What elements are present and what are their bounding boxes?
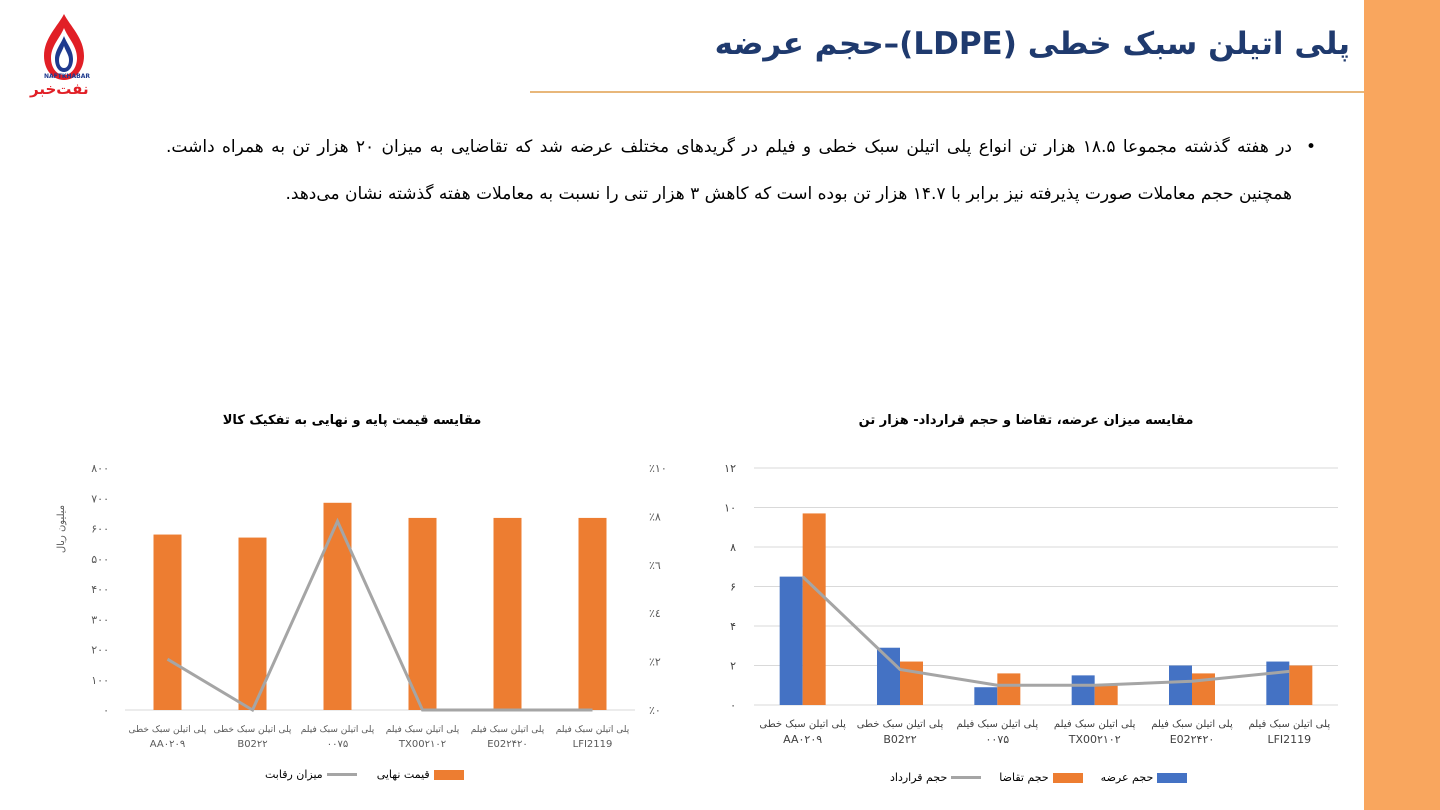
price-chart-legend: قیمت نهایی میزان رقابت bbox=[265, 768, 468, 781]
naftkhabar-logo bbox=[28, 12, 100, 102]
supply-bar bbox=[779, 576, 803, 705]
logo-text-en: NAFTKHABAR bbox=[44, 73, 91, 80]
contract-volume-line bbox=[801, 575, 1290, 687]
body-paragraph: در هفته گذشته مجموعا ۱۸.۵ هزار تن انواع … bbox=[166, 137, 1292, 204]
legend-competition-label: میزان رقابت bbox=[265, 768, 323, 781]
y-tick-label: ۸۰۰ bbox=[91, 462, 109, 475]
y-tick-label: ۳۰۰ bbox=[91, 613, 109, 626]
supply-bar bbox=[1266, 661, 1290, 705]
legend-demand-swatch bbox=[1052, 772, 1083, 783]
y2-tick-label: ٪۲ bbox=[649, 656, 661, 669]
x-tick-label-line2: E02۲۴۲۰ bbox=[487, 739, 528, 750]
volume-chart-legend: حجم عرضه حجم تقاضا حجم قرارداد bbox=[890, 771, 1191, 784]
legend-line-swatch bbox=[326, 773, 357, 776]
supply-bar bbox=[1071, 675, 1095, 705]
x-tick-label-line1: پلی اتیلن سبک خطی bbox=[759, 719, 846, 730]
y-tick-label: ۶۰۰ bbox=[91, 523, 109, 536]
y-tick-label: ۱۰ bbox=[724, 502, 736, 515]
demand-bar bbox=[1289, 665, 1313, 705]
supply-bar bbox=[974, 687, 998, 705]
legend-bar-swatch bbox=[433, 769, 464, 780]
x-tick-label-line2: ۰۰۷۵ bbox=[327, 739, 348, 750]
y-tick-label: ۵۰۰ bbox=[91, 553, 109, 566]
flame-logo-icon bbox=[44, 14, 84, 80]
x-tick-label-line2: TX00۲۱۰۲ bbox=[398, 739, 446, 750]
y-tick-label: ۴۰۰ bbox=[91, 583, 109, 596]
slide-title: پلی اتیلن سبک خطی (LDPE)–حجم عرضه bbox=[714, 26, 1350, 62]
demand-bar bbox=[997, 673, 1021, 705]
price-chart-title: مقایسه قیمت پایه و نهایی به تفکیک کالا bbox=[222, 413, 482, 428]
legend-final-price-label: قیمت نهایی bbox=[376, 768, 430, 781]
title-underline bbox=[530, 91, 1364, 93]
x-tick-label-line1: پلی اتیلن سبک فیلم bbox=[1249, 719, 1331, 730]
x-tick-label-line1: پلی اتیلن سبک فیلم bbox=[301, 725, 375, 735]
y2-tick-label: ٪٤ bbox=[649, 607, 661, 620]
x-tick-label-line2: TX00۲۱۰۲ bbox=[1068, 733, 1121, 746]
demand-bar bbox=[1094, 685, 1118, 705]
x-tick-label-line1: پلی اتیلن سبک فیلم bbox=[957, 719, 1039, 730]
legend-contract-label: حجم قرارداد bbox=[890, 771, 948, 784]
y2-tick-label: ٪۰ bbox=[649, 704, 661, 717]
y-tick-label: ۰ bbox=[103, 704, 109, 717]
x-tick-label-line2: LFI2119 bbox=[573, 739, 613, 750]
x-tick-label-line1: پلی اتیلن سبک خطی bbox=[129, 725, 207, 735]
x-tick-label-line1: پلی اتیلن سبک فیلم bbox=[1054, 719, 1136, 730]
y-tick-label: ۶ bbox=[730, 581, 736, 594]
legend-supply-label: حجم عرضه bbox=[1100, 771, 1154, 784]
final-price-bar bbox=[238, 537, 267, 710]
final-price-bar bbox=[578, 517, 607, 710]
y-tick-label: ۰ bbox=[730, 699, 736, 712]
demand-bar bbox=[802, 513, 826, 705]
volume-chart: ۰ ۲ ۴ ۶ ۸ ۱۰ ۱۲ پلی اتیلن سبک خطی AA۰۲۰۹ پلی اتیل… bbox=[724, 462, 1338, 746]
x-tick-label-line1: پلی اتیلن سبک خطی bbox=[857, 719, 944, 730]
x-tick-label-line2: ۰۰۷۵ bbox=[986, 733, 1010, 746]
x-tick-label-line2: B02۲۲ bbox=[237, 739, 267, 750]
y2-tick-label: ٪۸ bbox=[649, 510, 661, 523]
y2-tick-label: ٪۱۰ bbox=[649, 462, 667, 475]
x-tick-label-line1: پلی اتیلن سبک فیلم bbox=[1151, 719, 1233, 730]
x-tick-label-line1: پلی اتیلن سبک فیلم bbox=[471, 725, 545, 735]
final-price-bar bbox=[323, 502, 352, 710]
x-tick-label-line2: B02۲۲ bbox=[883, 733, 916, 746]
legend-supply-swatch bbox=[1157, 772, 1188, 783]
y-tick-label: ۷۰۰ bbox=[91, 492, 109, 505]
logo-text-fa: نفت‌خبر bbox=[30, 80, 89, 98]
x-tick-label-line2: AA۰۲۰۹ bbox=[150, 739, 185, 750]
demand-bar bbox=[900, 661, 923, 705]
price-chart: ۰ ۱۰۰ ۲۰۰ ۳۰۰ ۴۰۰ ۵۰۰ ۶۰۰ ۷۰۰ ۸۰۰ ٪۰ ٪۲ ٪٤ ٪٦ ٪۸ ٪۱۰ می… bbox=[56, 462, 667, 750]
y-tick-label: ۲ bbox=[730, 660, 736, 673]
supply-bar bbox=[877, 647, 900, 705]
x-tick-label-line1: پلی اتیلن سبک فیلم bbox=[386, 725, 460, 735]
orange-side-bar bbox=[1364, 0, 1440, 810]
y-tick-label: ۱۰۰ bbox=[91, 674, 109, 687]
final-price-bar bbox=[408, 517, 437, 710]
y-tick-label: ۲۰۰ bbox=[91, 644, 109, 657]
volume-chart-title: مقایسه میزان عرضه، تقاضا و حجم قرارداد- … bbox=[858, 413, 1194, 428]
x-tick-label-line1: پلی اتیلن سبک فیلم bbox=[556, 725, 630, 735]
x-tick-label-line2: LFI2119 bbox=[1267, 733, 1311, 746]
y2-tick-label: ٪٦ bbox=[649, 559, 661, 572]
x-tick-label-line2: AA۰۲۰۹ bbox=[783, 733, 822, 746]
legend-demand-label: حجم تقاضا bbox=[999, 771, 1049, 784]
legend-contract-swatch bbox=[951, 776, 982, 779]
y-axis-label: میلیون ریال bbox=[56, 505, 67, 553]
bullet-icon: • bbox=[1306, 137, 1317, 157]
y-tick-label: ۸ bbox=[730, 541, 736, 554]
final-price-bar bbox=[153, 534, 182, 710]
final-price-bar bbox=[493, 517, 522, 710]
y-tick-label: ۴ bbox=[730, 620, 736, 633]
competition-line bbox=[166, 517, 593, 713]
y-tick-label: ۱۲ bbox=[724, 462, 736, 475]
x-tick-label-line2: E02۲۴۲۰ bbox=[1170, 733, 1215, 746]
supply-bar bbox=[1169, 665, 1192, 705]
x-tick-label-line1: پلی اتیلن سبک خطی bbox=[214, 725, 292, 735]
